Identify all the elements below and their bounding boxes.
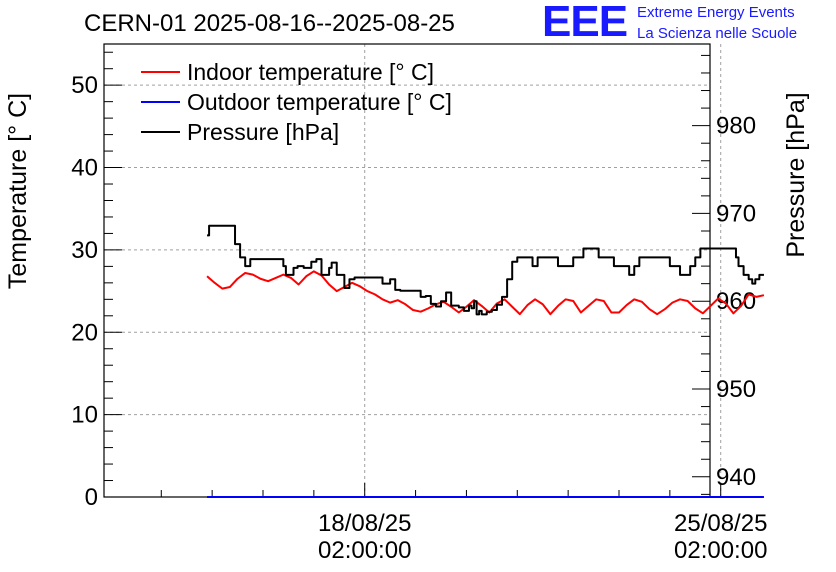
left-axis-ticks: 0 10 20 30 40 50 (71, 51, 122, 511)
x-tick-label-date: 25/08/25 (674, 510, 767, 537)
y-tick-label: 10 (71, 402, 98, 429)
y-tick-label: 50 (71, 72, 98, 99)
y2-axis-label: Pressure [hPa] (782, 92, 810, 257)
legend-item-pressure-label: Pressure [hPa] (187, 119, 339, 145)
chart-title: CERN-01 2025-08-16--2025-08-25 (84, 10, 455, 37)
y-axis-label: Temperature [° C] (4, 93, 32, 289)
y-tick-label: 30 (71, 237, 98, 264)
x-tick-label-time: 02:00:00 (674, 537, 767, 564)
y2-tick-label: 950 (716, 376, 756, 403)
data-series (206, 224, 765, 498)
logo-subtitle-line2: La Scienza nelle Scuole (637, 25, 798, 42)
y-tick-label: 20 (71, 319, 98, 346)
legend-item-outdoor-label: Outdoor temperature [° C] (187, 89, 452, 115)
legend-item-indoor-label: Indoor temperature [° C] (187, 59, 434, 85)
y2-tick-label: 980 (716, 113, 756, 140)
x-tick-label-date: 18/08/25 (318, 510, 411, 537)
series-pressure (207, 224, 764, 316)
eee-logo: EEE (542, 0, 628, 46)
y2-tick-label: 970 (716, 200, 756, 227)
grid-lines (104, 44, 722, 497)
legend: Indoor temperature [° C] Outdoor temperat… (141, 59, 452, 145)
x-tick-label-time: 02:00:00 (318, 537, 411, 564)
y-tick-label: 0 (85, 484, 98, 511)
logo-subtitle-line1: Extreme Energy Events (637, 4, 795, 21)
y2-tick-label: 940 (716, 464, 756, 491)
series-indoor-temperature (206, 270, 765, 316)
y-tick-label: 40 (71, 155, 98, 182)
